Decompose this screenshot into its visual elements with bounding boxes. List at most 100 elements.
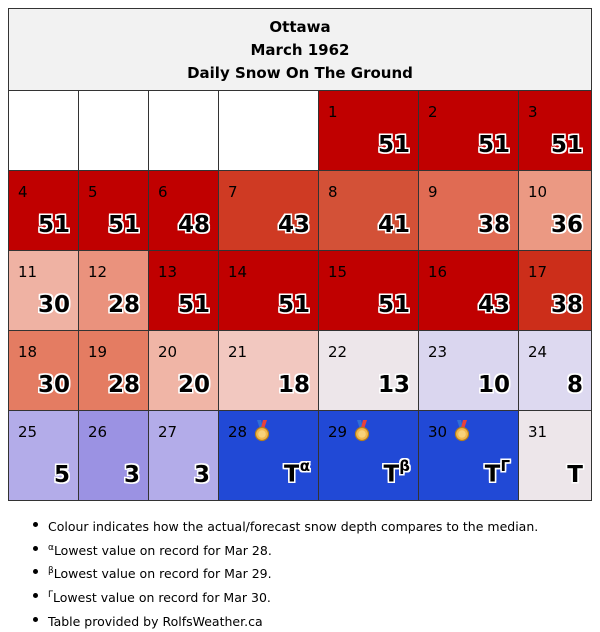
- day-number: 15: [328, 263, 348, 281]
- record-footnote-marker: α: [299, 457, 310, 476]
- day-cell: 31 T: [519, 411, 591, 500]
- notes-list: Colour indicates how the actual/forecast…: [30, 514, 538, 632]
- day-cell: 7 43: [219, 171, 319, 251]
- day-number: 26: [88, 423, 108, 441]
- day-cell: 19 28: [79, 331, 149, 411]
- day-cell: 17 38: [519, 251, 591, 331]
- day-number: 9: [428, 183, 438, 201]
- day-cell: 25 5: [9, 411, 79, 500]
- day-cell: 22 13: [319, 331, 419, 411]
- day-cell: 14 51: [219, 251, 319, 331]
- month-title: March 1962: [250, 41, 350, 59]
- medal-icon: [354, 420, 370, 442]
- day-cell: 11 30: [9, 251, 79, 331]
- snow-depth-value: Tβ: [383, 457, 410, 488]
- day-number: 28: [228, 423, 248, 441]
- day-cell: 28 Tα: [219, 411, 319, 500]
- day-number: 1: [328, 103, 338, 121]
- day-cell: 18 30: [9, 331, 79, 411]
- snow-depth-value: 51: [37, 212, 70, 238]
- day-cell: 26 3: [79, 411, 149, 500]
- snow-depth-value: 51: [177, 292, 210, 318]
- chart-title: Daily Snow On The Ground: [187, 64, 413, 82]
- record-footnote-marker: β: [399, 457, 410, 476]
- day-cell: 23 10: [419, 331, 519, 411]
- day-number: 22: [328, 343, 348, 361]
- snow-depth-value: TΓ: [484, 457, 510, 488]
- snow-depth-value: 51: [277, 292, 310, 318]
- snow-depth-value: 41: [377, 212, 410, 238]
- day-number: 20: [158, 343, 178, 361]
- snow-depth-value: 38: [477, 212, 510, 238]
- empty-cell: [79, 91, 149, 171]
- snow-depth-value: T: [567, 462, 583, 488]
- day-number: 14: [228, 263, 248, 281]
- day-cell: 21 18: [219, 331, 319, 411]
- snow-depth-value: 20: [177, 372, 210, 398]
- day-cell: 6 48: [149, 171, 219, 251]
- note-item: ΓLowest value on record for Mar 30.: [30, 585, 538, 609]
- day-number: 18: [18, 343, 38, 361]
- day-cell: 12 28: [79, 251, 149, 331]
- note-item: αLowest value on record for Mar 28.: [30, 538, 538, 562]
- day-cell: 4 51: [9, 171, 79, 251]
- day-number: 17: [528, 263, 548, 281]
- day-number: 27: [158, 423, 178, 441]
- day-number: 16: [428, 263, 448, 281]
- day-cell: 10 36: [519, 171, 591, 251]
- day-number: 30: [428, 423, 448, 441]
- day-number: 29: [328, 423, 348, 441]
- day-cell: 8 41: [319, 171, 419, 251]
- day-number: 10: [528, 183, 548, 201]
- day-cell: 29 Tβ: [319, 411, 419, 500]
- day-number: 24: [528, 343, 548, 361]
- day-cell: 2 51: [419, 91, 519, 171]
- day-number: 21: [228, 343, 248, 361]
- day-cell: 20 20: [149, 331, 219, 411]
- empty-cell: [149, 91, 219, 171]
- snow-depth-value: 30: [37, 292, 70, 318]
- day-cell: 5 51: [79, 171, 149, 251]
- calendar-table: Ottawa March 1962 Daily Snow On The Grou…: [8, 8, 592, 501]
- day-cell: 16 43: [419, 251, 519, 331]
- record-footnote-marker: Γ: [500, 457, 510, 476]
- day-cell: 13 51: [149, 251, 219, 331]
- snow-depth-value: 51: [377, 132, 410, 158]
- day-number: 6: [158, 183, 168, 201]
- snow-depth-value: 36: [550, 212, 583, 238]
- day-cell: 15 51: [319, 251, 419, 331]
- day-number: 5: [88, 183, 98, 201]
- snow-depth-value: 10: [477, 372, 510, 398]
- snow-depth-value: 30: [37, 372, 70, 398]
- day-cell: 9 38: [419, 171, 519, 251]
- snow-depth-value: 5: [53, 462, 70, 488]
- snow-depth-value: 8: [566, 372, 583, 398]
- snow-depth-value: 3: [193, 462, 210, 488]
- day-number: 19: [88, 343, 108, 361]
- day-number: 3: [528, 103, 538, 121]
- note-item: Colour indicates how the actual/forecast…: [30, 514, 538, 538]
- snow-depth-value: Tα: [283, 457, 310, 488]
- day-cell: 1 51: [319, 91, 419, 171]
- day-number: 23: [428, 343, 448, 361]
- day-number: 4: [18, 183, 28, 201]
- day-cell: 30 TΓ: [419, 411, 519, 500]
- snow-depth-value: 51: [107, 212, 140, 238]
- day-cell: 24 8: [519, 331, 591, 411]
- day-cell: 3 51: [519, 91, 591, 171]
- snow-depth-value: 51: [550, 132, 583, 158]
- day-number: 13: [158, 263, 178, 281]
- snow-depth-value: 51: [477, 132, 510, 158]
- day-number: 11: [18, 263, 38, 281]
- empty-cell: [219, 91, 319, 171]
- day-number: 25: [18, 423, 38, 441]
- calendar-header: Ottawa March 1962 Daily Snow On The Grou…: [9, 9, 591, 91]
- snow-depth-value: 3: [123, 462, 140, 488]
- snow-depth-value: 43: [277, 212, 310, 238]
- note-item: Table provided by RolfsWeather.ca: [30, 609, 538, 632]
- medal-icon: [254, 420, 270, 442]
- day-number: 12: [88, 263, 108, 281]
- day-number: 8: [328, 183, 338, 201]
- snow-depth-value: 43: [477, 292, 510, 318]
- day-number: 7: [228, 183, 238, 201]
